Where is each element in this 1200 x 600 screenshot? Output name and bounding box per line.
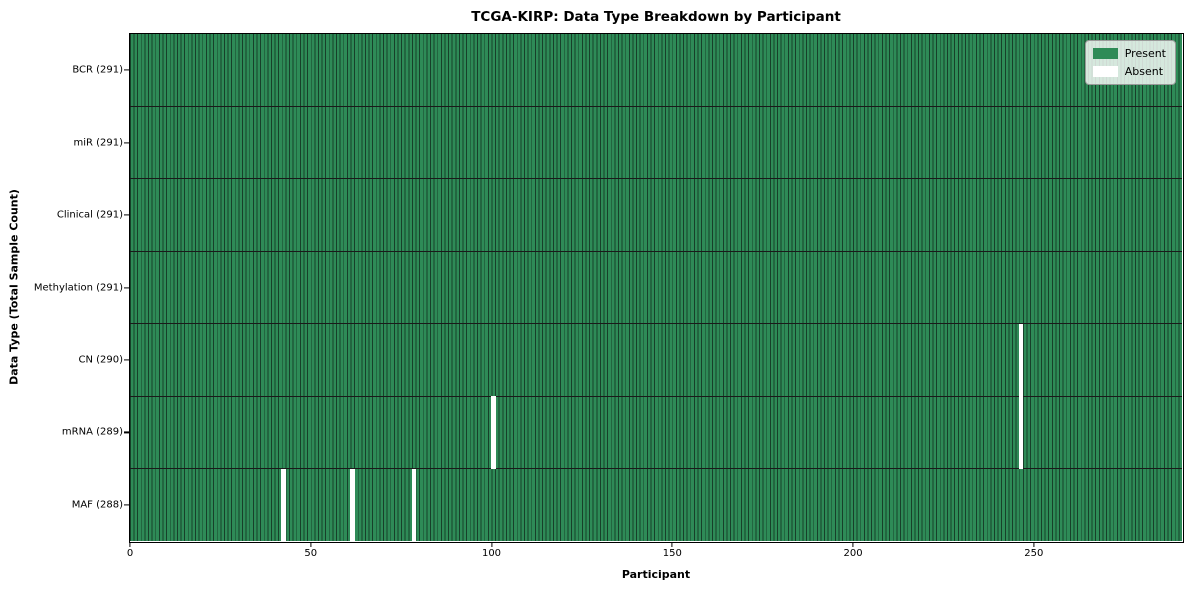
absent-gap-mrna-246 — [1018, 396, 1024, 469]
heatmap-row-cn — [130, 323, 1182, 397]
x-tick-mark — [852, 542, 854, 547]
y-tick-mark — [124, 214, 129, 216]
y-tick-label-mrna: mRNA (289) — [61, 426, 123, 438]
absent-gap-maf-61 — [350, 468, 355, 541]
x-tick-label-100: 100 — [481, 548, 502, 559]
y-tick-label-mir: miR (291) — [73, 137, 123, 149]
x-tick-label-50: 50 — [304, 548, 318, 559]
absent-gap-mrna-100 — [491, 396, 496, 469]
y-tick-mark — [124, 431, 129, 433]
absent-gap-maf-42 — [281, 468, 286, 541]
row-divider — [130, 395, 1182, 397]
row-divider — [130, 468, 1182, 470]
row-divider — [130, 105, 1182, 107]
y-tick-label-clinical: Clinical (291) — [56, 209, 123, 221]
x-tick-label-0: 0 — [126, 548, 134, 559]
present-swatch-icon — [1092, 48, 1118, 59]
heatmap-row-mrna — [130, 396, 1182, 469]
legend-label-present: Present — [1124, 47, 1166, 60]
legend-item-absent: Absent — [1092, 65, 1166, 78]
legend: Present Absent — [1084, 40, 1176, 85]
plot-area: Present Absent — [130, 34, 1182, 541]
heatmap-row-mir — [130, 106, 1182, 179]
heatmap-row-bcr — [130, 34, 1182, 107]
row-divider — [130, 250, 1182, 252]
y-tick-mark — [124, 69, 129, 71]
heatmap-row-methylation — [130, 251, 1182, 324]
x-tick-label-200: 200 — [843, 548, 863, 559]
x-tick-label-150: 150 — [662, 548, 682, 559]
legend-label-absent: Absent — [1124, 65, 1164, 78]
y-tick-mark — [124, 142, 129, 144]
y-tick-mark — [124, 504, 129, 506]
x-tick-mark — [490, 542, 493, 547]
absent-gap-maf-78 — [411, 468, 416, 541]
x-tick-label-250: 250 — [1024, 548, 1044, 559]
y-tick-label-methylation: Methylation (291) — [33, 282, 123, 293]
y-tick-label-bcr: BCR (291) — [72, 64, 123, 76]
y-tick-label-cn: CN (290) — [78, 354, 123, 366]
heatmap-row-maf — [130, 468, 1182, 541]
y-tick-mark — [124, 359, 129, 361]
absent-swatch-icon — [1092, 66, 1118, 77]
legend-item-present: Present — [1092, 47, 1166, 60]
chart-title: TCGA-KIRP: Data Type Breakdown by Partic… — [471, 9, 841, 25]
x-tick-mark — [129, 542, 131, 547]
x-axis-label: Participant — [621, 568, 691, 581]
y-tick-label-maf: MAF (288) — [71, 499, 123, 511]
x-tick-mark — [671, 542, 673, 547]
row-divider — [130, 178, 1182, 180]
x-tick-mark — [1033, 542, 1035, 547]
absent-gap-cn-246 — [1018, 323, 1024, 397]
x-tick-mark — [310, 542, 312, 547]
y-tick-mark — [124, 286, 129, 289]
row-divider — [130, 323, 1182, 325]
heatmap-row-clinical — [130, 178, 1182, 252]
